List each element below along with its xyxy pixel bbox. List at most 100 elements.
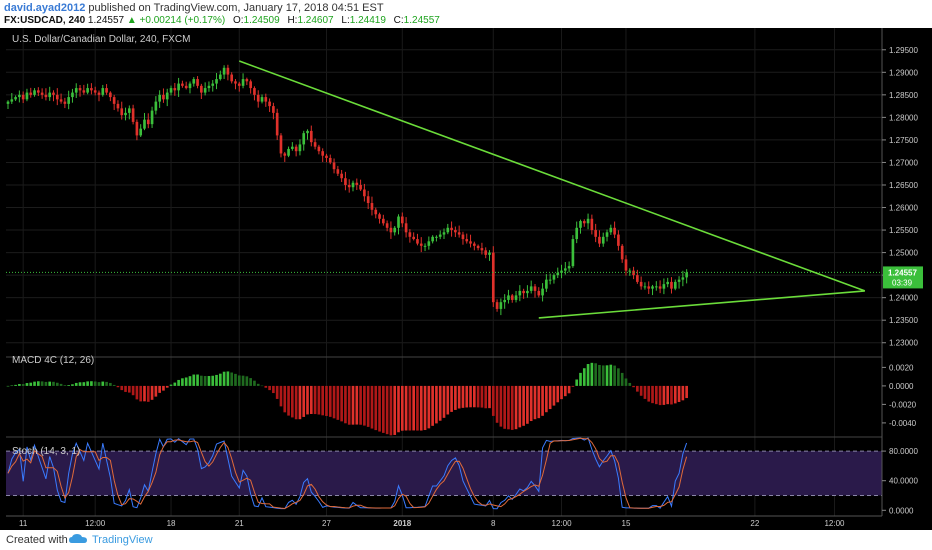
- macd-bar: [287, 385, 290, 416]
- candle-body: [537, 290, 541, 296]
- candle-body: [10, 99, 14, 102]
- candle-body: [461, 234, 465, 240]
- price-tick-label: 1.27000: [889, 158, 918, 167]
- candle-body: [575, 227, 579, 240]
- candle-body: [154, 101, 158, 111]
- macd-bar: [590, 362, 594, 386]
- close-label: C:: [393, 15, 404, 26]
- macd-bar: [196, 374, 199, 386]
- candle-body: [272, 106, 275, 113]
- countdown-label: 03:39: [892, 278, 913, 287]
- macd-bar: [575, 379, 579, 386]
- macd-bar: [18, 384, 21, 386]
- macd-bar: [90, 381, 93, 386]
- ascending-trendline[interactable]: [538, 290, 865, 319]
- candle-body: [237, 83, 241, 86]
- candle-body: [306, 130, 309, 134]
- candle-body: [287, 148, 290, 156]
- macd-bar: [457, 385, 461, 409]
- macd-bar: [344, 385, 347, 424]
- candle-body: [495, 302, 499, 309]
- candle-body: [6, 101, 10, 104]
- created-with-text: Created with: [6, 534, 68, 546]
- macd-bar: [29, 382, 33, 386]
- candle-body: [336, 169, 340, 174]
- candle-body: [397, 216, 400, 228]
- candle-body: [488, 252, 491, 255]
- macd-bar: [63, 385, 67, 386]
- candle-body: [423, 245, 427, 247]
- candle-body: [48, 92, 52, 98]
- candle-body: [503, 299, 506, 303]
- candle-body: [143, 119, 146, 129]
- tradingview-brand[interactable]: TradingView: [92, 534, 153, 546]
- macd-bar: [275, 385, 279, 399]
- macd-bar: [393, 385, 397, 435]
- candle-body: [226, 67, 230, 75]
- candle-body: [427, 241, 431, 246]
- candle-body: [435, 236, 438, 238]
- candle-body: [408, 232, 412, 237]
- macd-bar: [325, 385, 328, 416]
- candle-body: [188, 83, 192, 89]
- candle-body: [328, 157, 332, 163]
- macd-bar: [124, 385, 127, 392]
- macd-bar: [643, 385, 647, 399]
- macd-bar: [105, 381, 108, 386]
- descending-trendline[interactable]: [238, 60, 866, 292]
- tradingview-cloud-icon: [69, 534, 87, 543]
- macd-bar: [177, 379, 180, 386]
- candle-body: [25, 92, 29, 100]
- candle-body: [291, 146, 294, 149]
- author-name[interactable]: david.ayad2012: [4, 2, 86, 14]
- candle-body: [374, 209, 378, 215]
- time-tick-label: 15: [622, 519, 631, 528]
- candle-body: [643, 286, 647, 288]
- candle-body: [465, 239, 469, 242]
- time-tick-label: 11: [19, 519, 28, 528]
- macd-bar: [78, 382, 82, 386]
- stoch-title: Stoch (14, 3, 1): [12, 446, 80, 457]
- candle-body: [321, 151, 325, 156]
- macd-bar: [662, 385, 666, 405]
- candle-body: [302, 133, 306, 145]
- chart-area[interactable]: 1.29500 1.29000 1.28500 1.28000 1.27500 1.270…: [0, 28, 932, 530]
- macd-bar: [154, 385, 158, 397]
- macd-bar: [291, 385, 294, 418]
- macd-bar: [514, 385, 518, 430]
- macd-bar: [215, 374, 218, 386]
- candle-body: [200, 85, 203, 93]
- footer: Created with TradingView: [0, 530, 932, 550]
- macd-tick-label: -0.0020: [889, 400, 917, 409]
- macd-bar: [605, 365, 609, 386]
- macd-tick-label: 0.0000: [889, 382, 914, 391]
- macd-bar: [560, 385, 563, 400]
- candle-body: [670, 281, 673, 289]
- candle-body: [507, 295, 510, 300]
- candle-body: [609, 227, 613, 233]
- macd-bar: [438, 385, 442, 421]
- macd-bar: [226, 371, 230, 386]
- candle-body: [662, 284, 666, 289]
- candle-body: [389, 227, 393, 233]
- change-value: +0.00214 (+0.17%): [139, 15, 226, 26]
- candle-body: [283, 153, 287, 156]
- candle-body: [639, 281, 643, 287]
- macd-bar: [139, 385, 143, 402]
- macd-bar: [200, 375, 203, 386]
- macd-bar: [143, 385, 146, 402]
- price-tick-label: 1.24000: [889, 294, 918, 303]
- candle-body: [654, 286, 658, 288]
- candle-body: [647, 286, 651, 289]
- candle-body: [484, 250, 488, 255]
- macd-bar: [385, 385, 389, 435]
- macd-bar: [116, 385, 120, 388]
- candle-body: [685, 272, 688, 278]
- candle-body: [563, 268, 567, 271]
- candle-body: [97, 92, 101, 95]
- candle-body: [385, 223, 389, 228]
- candle-body: [33, 90, 36, 95]
- candle-body: [162, 94, 165, 100]
- macd-bar: [461, 385, 465, 408]
- stoch-tick-label: 40.0000: [889, 477, 918, 486]
